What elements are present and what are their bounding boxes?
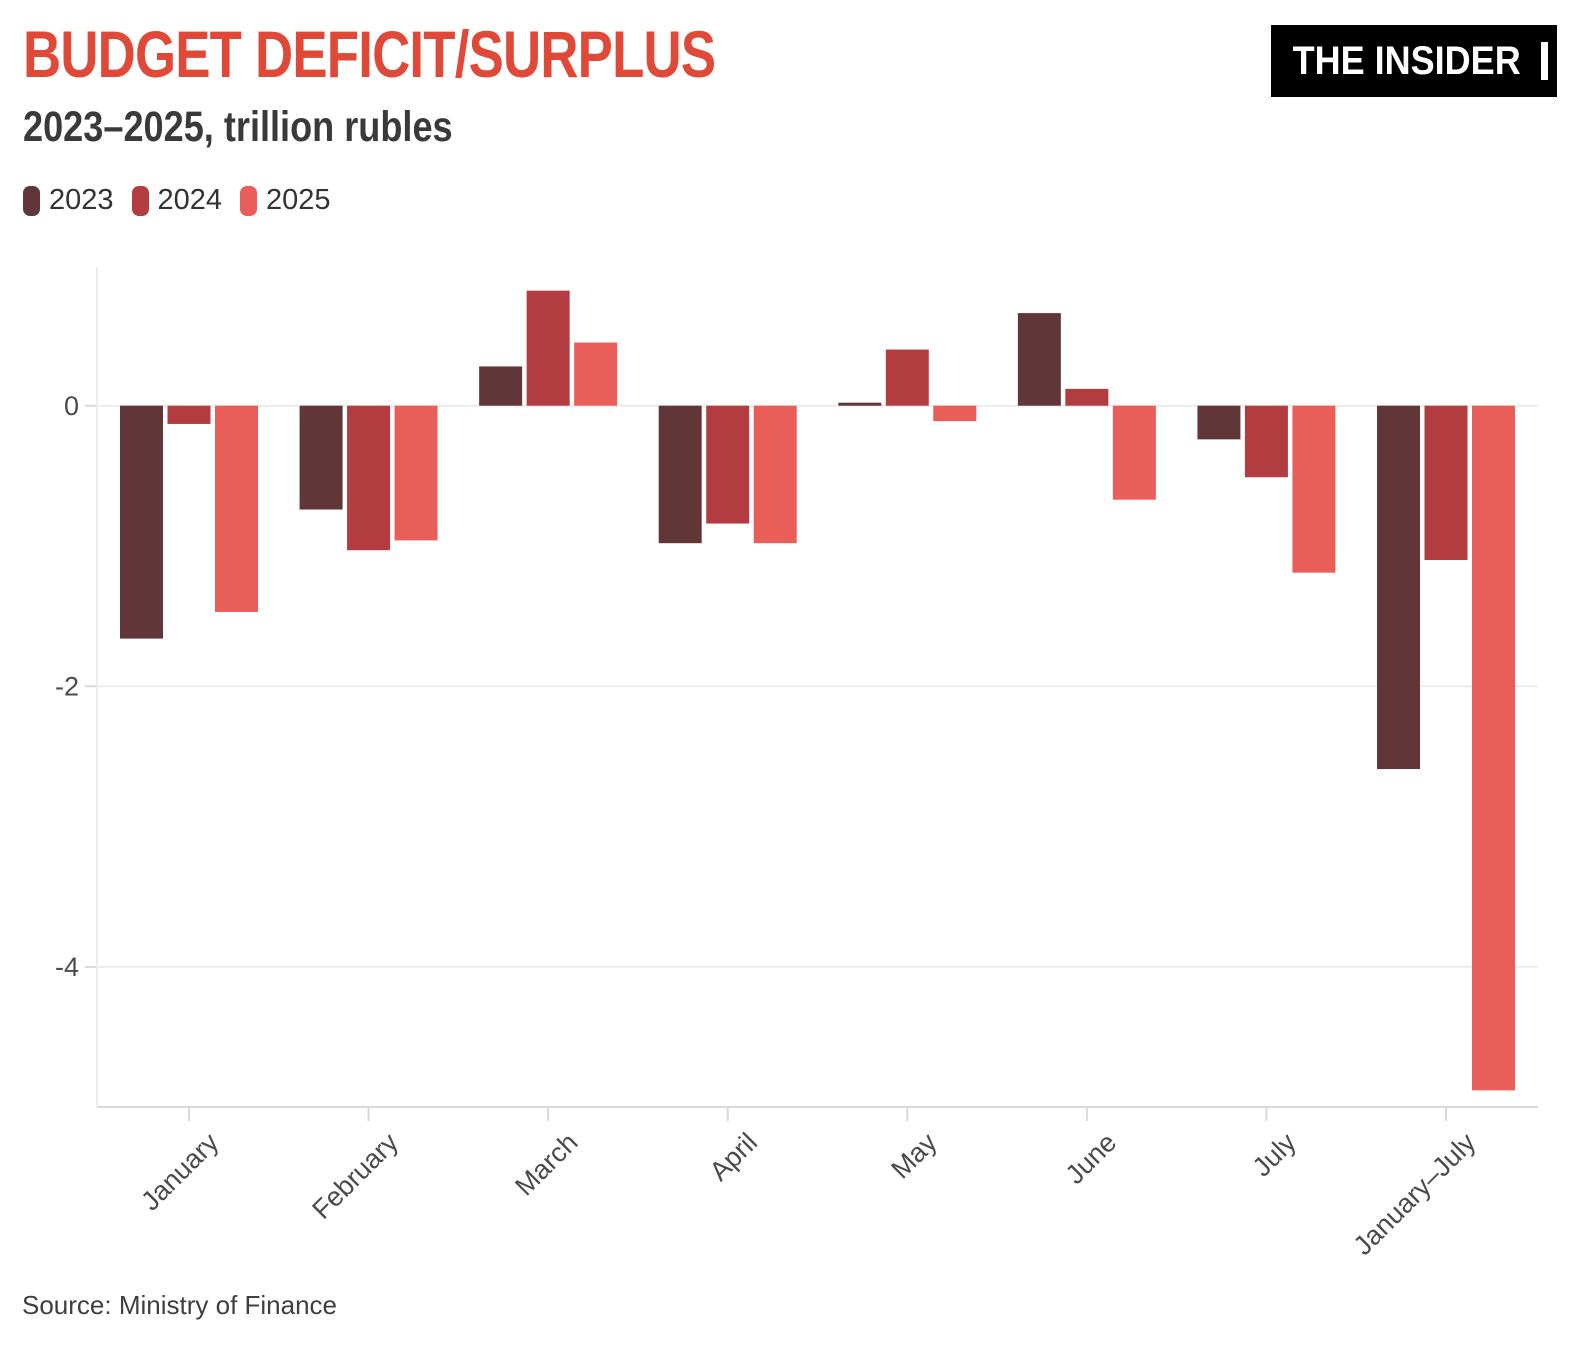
x-axis-label-April: April <box>704 1127 763 1186</box>
bar-2024-July <box>1244 405 1288 478</box>
bar-2025-February <box>394 405 438 541</box>
legend-label-2025: 2025 <box>266 184 331 216</box>
source-note: Source: Ministry of Finance <box>22 1290 338 1320</box>
bar-2025-April <box>753 405 797 544</box>
chart-subtitle: 2023–2025, trillion rubles <box>23 103 453 151</box>
y-axis-label--2: -2 <box>55 671 79 701</box>
legend-swatch-2024 <box>131 185 149 216</box>
bar-2024-May <box>885 349 929 406</box>
bar-2023-February <box>299 405 343 510</box>
x-axis-label-June: June <box>1060 1127 1123 1190</box>
bar-2023-January–July <box>1376 405 1420 770</box>
legend-item-2024: 2024 <box>131 184 223 217</box>
logo-text: THE INSIDER <box>1292 38 1521 83</box>
bar-2024-January <box>167 405 211 424</box>
bar-2024-February <box>347 405 391 551</box>
x-axis-label-January: January <box>135 1127 224 1216</box>
bar-2023-July <box>1197 405 1241 440</box>
legend-item-2025: 2025 <box>240 184 331 217</box>
bar-2023-May <box>838 402 882 406</box>
legend: 2023 2024 2025 <box>23 184 331 217</box>
bar-2025-January <box>215 405 258 612</box>
bar-2023-March <box>479 366 523 406</box>
logo-cursor-icon <box>1541 42 1549 80</box>
y-axis-label--4: -4 <box>55 952 79 982</box>
legend-item-2023: 2023 <box>23 184 114 217</box>
the-insider-logo: THE INSIDER <box>1271 25 1557 97</box>
bar-2024-June <box>1065 388 1109 406</box>
legend-swatch-2023 <box>23 185 40 216</box>
x-axis-label-January–July: January–July <box>1348 1127 1482 1261</box>
y-axis-label-0: 0 <box>64 391 79 421</box>
bar-2024-March <box>526 290 570 406</box>
legend-label-2024: 2024 <box>157 184 223 216</box>
page-title: BUDGET DEFICIT/SURPLUS <box>23 17 716 91</box>
bar-2025-July <box>1292 405 1336 573</box>
bar-2025-March <box>574 342 618 406</box>
x-axis-label-May: May <box>885 1127 943 1185</box>
legend-swatch-2025 <box>240 185 258 216</box>
bar-2023-June <box>1017 313 1061 406</box>
x-axis-label-March: March <box>509 1127 583 1201</box>
x-axis-label-February: February <box>306 1127 404 1225</box>
bar-2023-January <box>120 405 163 639</box>
bar-2025-May <box>933 405 977 422</box>
bar-2025-June <box>1112 405 1156 500</box>
bar-2024-April <box>706 405 750 524</box>
x-axis-label-July: July <box>1247 1127 1303 1183</box>
bar-2024-January–July <box>1424 405 1468 561</box>
bar-2023-April <box>658 405 702 544</box>
legend-label-2023: 2023 <box>49 184 114 216</box>
bar-2025-January–July <box>1471 405 1515 1091</box>
